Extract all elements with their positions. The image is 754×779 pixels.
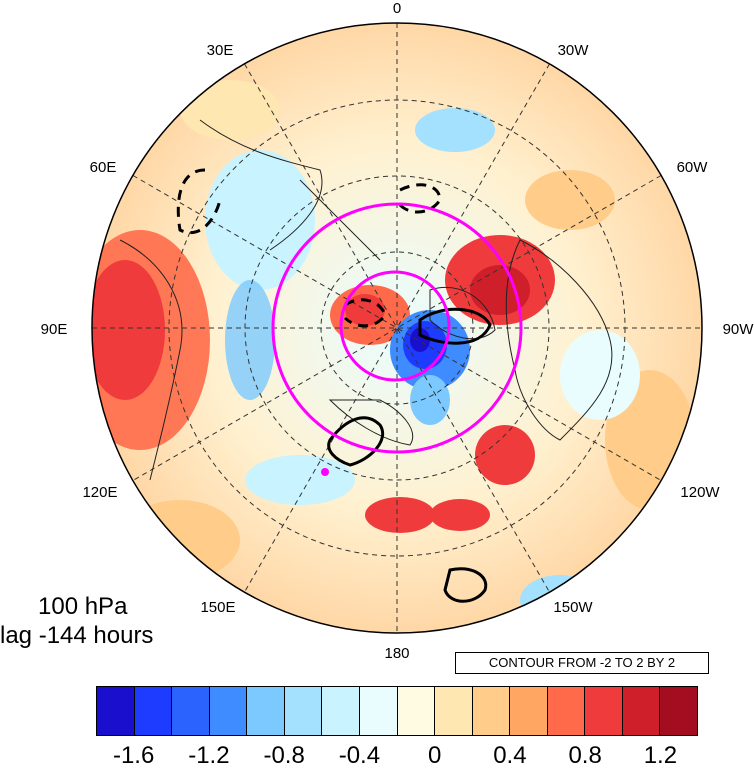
colorbar-swatch [97, 687, 135, 735]
colorbar-swatch [209, 687, 248, 735]
colorbar-swatch [510, 687, 548, 735]
contours [176, 168, 492, 603]
lon-label: 90E [41, 321, 68, 338]
lon-label: 90W [723, 321, 754, 338]
colorbar-swatch [472, 687, 511, 735]
colorbar-tick-label: 0.8 [568, 742, 602, 769]
lon-label: 0 [393, 0, 401, 17]
pressure-level-label: 100 hPa [38, 593, 128, 620]
colorbar-tick-label: -1.2 [188, 742, 230, 769]
map-border [91, 22, 703, 634]
magenta-point [321, 468, 329, 476]
colorbar-tick-label: -1.6 [112, 742, 155, 769]
colorbar-swatch [435, 687, 473, 735]
lon-label: 150E [200, 599, 235, 616]
colorbar-swatch [660, 687, 697, 735]
anomaly-field [92, 80, 695, 625]
longitude-labels: 0 30W 60W 90W 120W 150W 180 150E 120E 90… [41, 0, 754, 662]
colorbar-tick-label: 1.2 [643, 742, 678, 769]
colorbar-swatch [322, 687, 360, 735]
colorbar-swatch [397, 687, 436, 735]
lon-label: 60E [90, 159, 117, 176]
colorbar-swatch [284, 687, 323, 735]
colorbar-swatch [585, 687, 623, 735]
coastlines [119, 119, 613, 481]
colorbar-tick-label: 0 [427, 742, 442, 769]
magenta-circles [271, 202, 523, 454]
colorbar-swatch [547, 687, 586, 735]
contour-note: CONTOUR FROM -2 TO 2 BY 2 [455, 652, 709, 674]
colorbar [96, 686, 698, 736]
colorbar-tick-labels: -1.6 -1.2 -0.8 -0.4 0 0.4 0.8 1.2 [96, 742, 698, 776]
colorbar-tick-label: 0.4 [493, 742, 527, 769]
colorbar-tick-label: -0.4 [338, 742, 381, 769]
colorbar-swatch [359, 687, 398, 735]
colorbar-swatch [134, 687, 173, 735]
colorbar-swatch [622, 687, 661, 735]
colorbar-swatch [247, 687, 285, 735]
lon-label: 120E [82, 484, 117, 501]
lon-label: 60W [677, 159, 709, 176]
colorbar-swatch [172, 687, 210, 735]
lon-label: 150W [553, 599, 593, 616]
lon-label: 120W [680, 484, 720, 501]
lon-label: 30E [207, 42, 234, 59]
lon-label: 180 [384, 645, 409, 662]
colorbar-tick-label: -0.8 [263, 742, 305, 769]
lon-label: 30W [558, 42, 590, 59]
graticule [92, 23, 702, 633]
lag-label: lag -144 hours [0, 622, 154, 649]
